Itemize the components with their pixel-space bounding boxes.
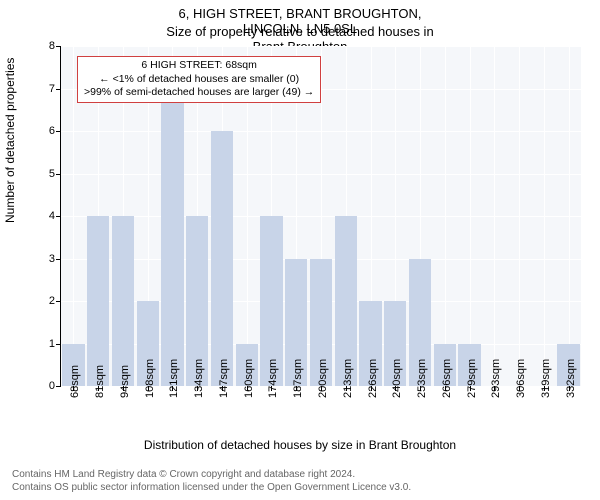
ytick-mark: [56, 301, 61, 302]
ytick-mark: [56, 89, 61, 90]
xtick-label: 240sqm: [391, 359, 403, 398]
xtick-label: 253sqm: [416, 359, 428, 398]
x-axis-label: Distribution of detached houses by size …: [144, 438, 456, 452]
ytick-mark: [56, 386, 61, 387]
gridline-v: [445, 46, 446, 386]
xtick-label: 319sqm: [540, 359, 552, 398]
gridline-v: [569, 46, 570, 386]
xtick-label: 160sqm: [243, 359, 255, 398]
xtick-label: 226sqm: [367, 359, 379, 398]
xtick-label: 200sqm: [317, 359, 329, 398]
xtick-label: 81sqm: [94, 365, 106, 398]
y-axis-label: Number of detached properties: [3, 58, 17, 223]
xtick-label: 68sqm: [69, 365, 81, 398]
xtick-label: 266sqm: [441, 359, 453, 398]
ytick-mark: [56, 259, 61, 260]
footer-line-1: Contains HM Land Registry data © Crown c…: [12, 468, 411, 481]
ytick-mark: [56, 46, 61, 47]
xtick-label: 121sqm: [168, 359, 180, 398]
xtick-label: 187sqm: [292, 359, 304, 398]
ytick-label: 2: [49, 295, 55, 307]
bar: [211, 131, 233, 386]
xtick-label: 174sqm: [267, 359, 279, 398]
gridline-v: [470, 46, 471, 386]
ytick-mark: [56, 174, 61, 175]
xtick-label: 293sqm: [490, 359, 502, 398]
ytick-mark: [56, 344, 61, 345]
ytick-label: 3: [49, 253, 55, 265]
xtick-label: 147sqm: [218, 359, 230, 398]
xtick-label: 332sqm: [565, 359, 577, 398]
bar: [161, 89, 183, 387]
ytick-label: 6: [49, 125, 55, 137]
xtick-label: 279sqm: [466, 359, 478, 398]
bar: [112, 216, 134, 386]
ytick-label: 5: [49, 168, 55, 180]
xtick-label: 306sqm: [515, 359, 527, 398]
xtick-label: 94sqm: [119, 365, 131, 398]
bar: [87, 216, 109, 386]
ytick-label: 1: [49, 338, 55, 350]
ytick-label: 8: [49, 40, 55, 52]
footer-attribution: Contains HM Land Registry data © Crown c…: [12, 468, 411, 494]
xtick-label: 213sqm: [342, 359, 354, 398]
gridline-v: [494, 46, 495, 386]
xtick-label: 134sqm: [193, 359, 205, 398]
ytick-label: 4: [49, 210, 55, 222]
ytick-label: 0: [49, 380, 55, 392]
gridline-v: [519, 46, 520, 386]
gridline-v: [73, 46, 74, 386]
annotation-line-1: 6 HIGH STREET: 68sqm: [84, 59, 314, 73]
chart-container: 6, HIGH STREET, BRANT BROUGHTON, LINCOLN…: [0, 0, 600, 500]
ytick-label: 7: [49, 83, 55, 95]
annotation-box: 6 HIGH STREET: 68sqm← <1% of detached ho…: [77, 56, 321, 103]
ytick-mark: [56, 131, 61, 132]
xtick-label: 108sqm: [144, 359, 156, 398]
footer-line-2: Contains OS public sector information li…: [12, 481, 411, 494]
annotation-line-3: >99% of semi-detached houses are larger …: [84, 86, 314, 100]
gridline-v: [544, 46, 545, 386]
annotation-line-2: ← <1% of detached houses are smaller (0): [84, 73, 314, 87]
ytick-mark: [56, 216, 61, 217]
